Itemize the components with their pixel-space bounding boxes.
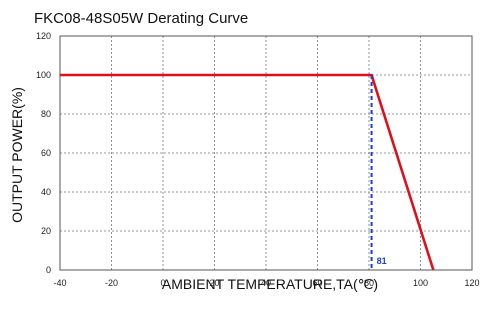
derating-line [60,73,435,271]
y-tick-label: 60 [41,148,51,158]
x-tick-label: 40 [261,278,271,288]
y-tick-label: 120 [36,31,51,41]
tick-labels: 0 20 40 60 80 100 120 -40 -20 0 20 40 60 80 100 120 [36,31,480,288]
plot-frame [59,35,473,271]
x-tick-label: -20 [105,278,118,288]
y-axis-label: OUTPUT POWER(%) [9,87,25,223]
x-tick-label: 100 [413,278,428,288]
marker-label: 81 [377,256,387,266]
y-tick-label: 100 [36,70,51,80]
grid-lines [60,36,472,270]
series-group [60,73,435,271]
x-tick-label: 80 [364,278,374,288]
y-tick-label: 80 [41,109,51,119]
x-tick-label: 0 [160,278,165,288]
x-tick-label: 60 [312,278,322,288]
y-tick-label: 40 [41,187,51,197]
x-tick-label: 120 [464,278,479,288]
annotation-group: 81 [370,75,387,270]
chart-title: FKC08-48S05W Derating Curve [34,10,248,27]
x-tick-label: -40 [53,278,66,288]
y-tick-label: 0 [46,265,51,275]
x-tick-label: 20 [209,278,219,288]
y-tick-label: 20 [41,226,51,236]
x-axis-label: AMBIENT TEMPERATURE,TA(℃) [162,276,378,292]
